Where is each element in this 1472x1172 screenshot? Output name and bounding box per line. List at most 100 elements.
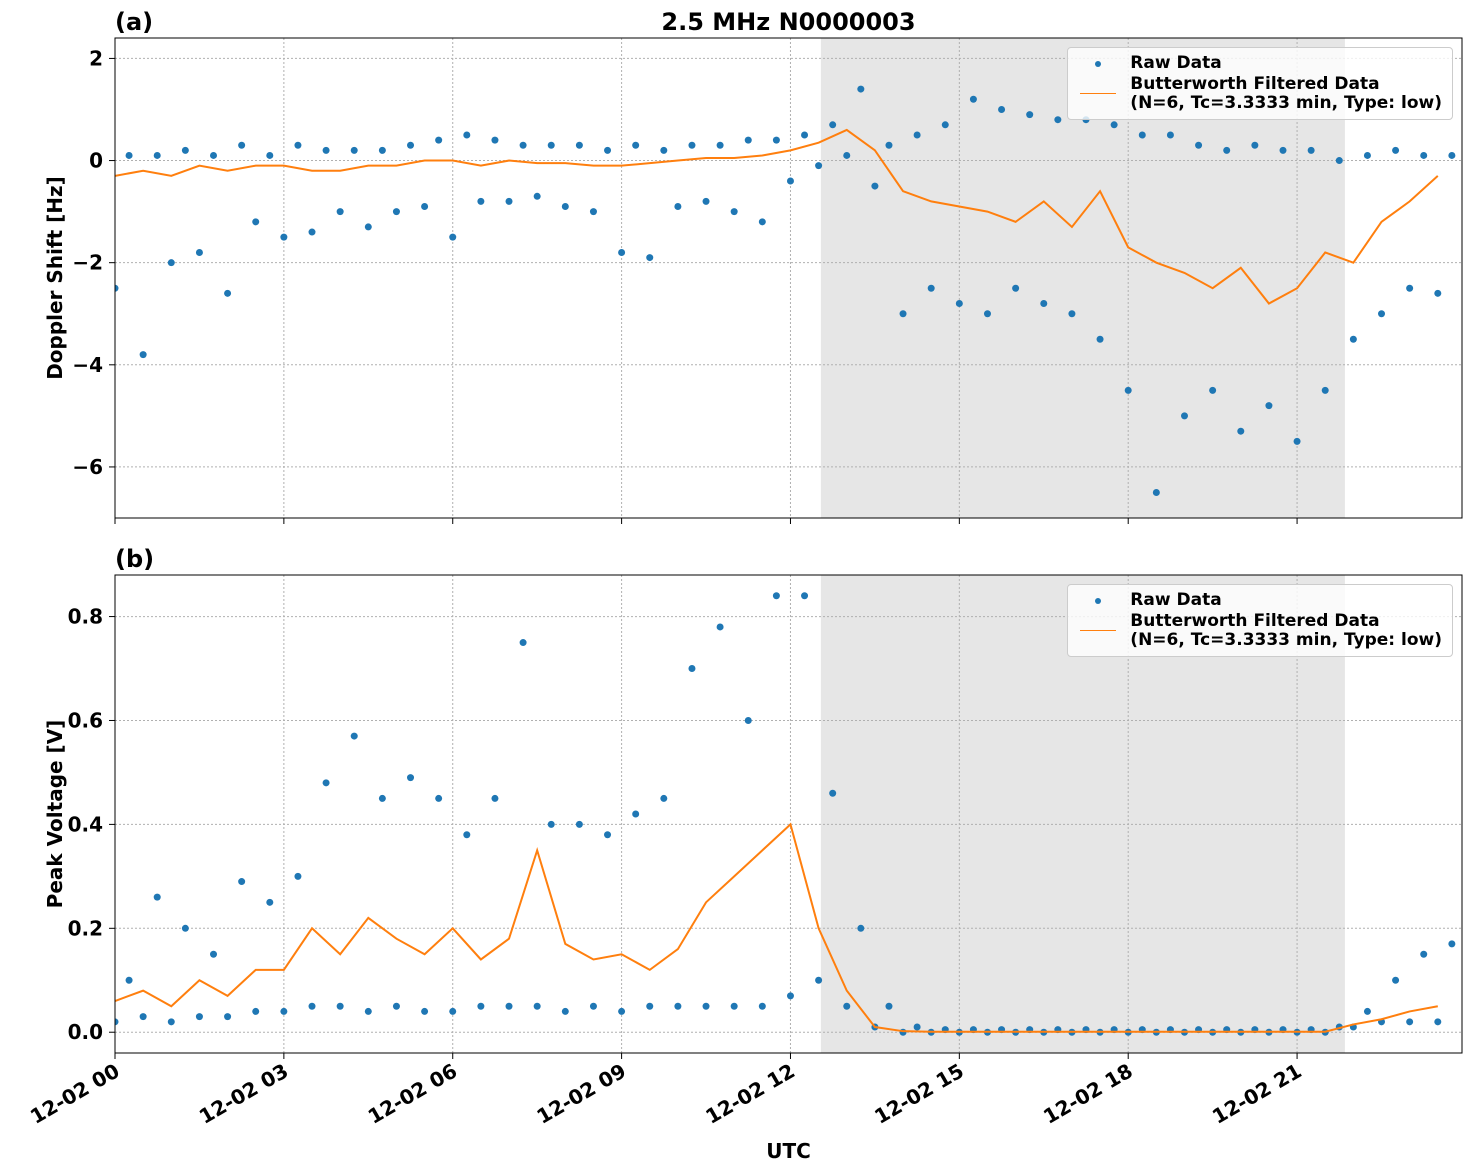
raw-point (561, 1007, 569, 1015)
raw-point (477, 1002, 485, 1010)
chart-title: 2.5 MHz N0000003 (661, 8, 915, 36)
raw-point (1068, 310, 1076, 318)
raw-point (983, 310, 991, 318)
legend-entry: Raw Data (1078, 54, 1442, 73)
raw-point (786, 177, 794, 185)
raw-point (252, 218, 260, 226)
raw-point (702, 1002, 710, 1010)
legend: Raw Data Butterworth Filtered Data (N=6, … (1067, 584, 1453, 657)
raw-point (421, 1007, 429, 1015)
raw-point (463, 831, 471, 839)
x-tick-label: 12-02 09 (533, 1059, 631, 1129)
raw-point (744, 716, 752, 724)
raw-point (266, 898, 274, 906)
raw-point (660, 146, 668, 154)
raw-point (1378, 310, 1386, 318)
y-tick-label: 0.0 (68, 1020, 103, 1044)
raw-point (730, 1002, 738, 1010)
raw-point (815, 162, 823, 170)
legend-entry: Butterworth Filtered Data (N=6, Tc=3.333… (1078, 75, 1442, 113)
raw-point (871, 182, 879, 190)
raw-point (463, 131, 471, 139)
raw-point (801, 131, 809, 139)
raw-point (1420, 950, 1428, 958)
raw-point (435, 794, 443, 802)
raw-point (1012, 284, 1020, 292)
raw-point (350, 732, 358, 740)
raw-point (1392, 146, 1400, 154)
raw-point (350, 146, 358, 154)
raw-point (829, 121, 837, 129)
raw-point (758, 1002, 766, 1010)
raw-point (139, 351, 147, 359)
y-tick-label: −2 (72, 251, 103, 275)
raw-point (575, 141, 583, 149)
raw-point (969, 95, 977, 103)
raw-point (1363, 151, 1371, 159)
raw-point (167, 1018, 175, 1026)
raw-point (632, 810, 640, 818)
raw-point (1265, 402, 1273, 410)
raw-point (547, 141, 555, 149)
raw-point (1054, 116, 1062, 124)
raw-point (252, 1007, 260, 1015)
raw-point (449, 1007, 457, 1015)
raw-point (772, 592, 780, 600)
raw-point (210, 151, 218, 159)
raw-point (660, 794, 668, 802)
raw-point (1040, 300, 1048, 308)
raw-point (491, 794, 499, 802)
legend-label: Butterworth Filtered Data (N=6, Tc=3.333… (1130, 611, 1442, 650)
raw-point (1392, 976, 1400, 984)
raw-point (1279, 146, 1287, 154)
raw-point (519, 639, 527, 647)
raw-point (224, 1013, 232, 1021)
raw-point (519, 141, 527, 149)
raw-point (1180, 412, 1188, 420)
raw-point (125, 151, 133, 159)
panel-label: (a) (115, 8, 153, 36)
raw-point (730, 208, 738, 216)
raw-point (1223, 146, 1231, 154)
filtered-line (115, 128, 1439, 305)
x-tick-label: 12-02 15 (870, 1059, 968, 1129)
raw-point (533, 192, 541, 200)
raw-point (181, 146, 189, 154)
raw-point (115, 1018, 119, 1026)
raw-point (688, 141, 696, 149)
raw-point (885, 141, 893, 149)
raw-point (913, 131, 921, 139)
raw-point (1406, 284, 1414, 292)
y-axis-label: Peak Voltage [V] (43, 720, 67, 909)
raw-point (955, 300, 963, 308)
raw-point (505, 197, 513, 205)
raw-point (238, 878, 246, 886)
raw-point (125, 976, 133, 984)
raw-point (1448, 151, 1456, 159)
raw-point (167, 259, 175, 267)
raw-point (1406, 1018, 1414, 1026)
raw-point (153, 893, 161, 901)
plot-area (115, 85, 1456, 496)
raw-point (378, 794, 386, 802)
legend-marker (1095, 598, 1102, 604)
y-axis-label: Doppler Shift [Hz] (43, 176, 67, 380)
y-tick-label: 2 (89, 46, 103, 70)
raw-point (815, 976, 823, 984)
raw-point (294, 141, 302, 149)
raw-point (1166, 131, 1174, 139)
legend-entry: Raw Data (1078, 591, 1442, 610)
raw-point (308, 1002, 316, 1010)
raw-point (294, 872, 302, 880)
raw-point (1434, 1018, 1442, 1026)
raw-point (899, 310, 907, 318)
raw-point (1124, 386, 1132, 394)
raw-point (308, 228, 316, 236)
raw-point (1096, 335, 1104, 343)
raw-point (435, 136, 443, 144)
raw-point (238, 141, 246, 149)
raw-point (336, 208, 344, 216)
raw-point (1448, 940, 1456, 948)
raw-point (392, 1002, 400, 1010)
raw-point (364, 223, 372, 231)
